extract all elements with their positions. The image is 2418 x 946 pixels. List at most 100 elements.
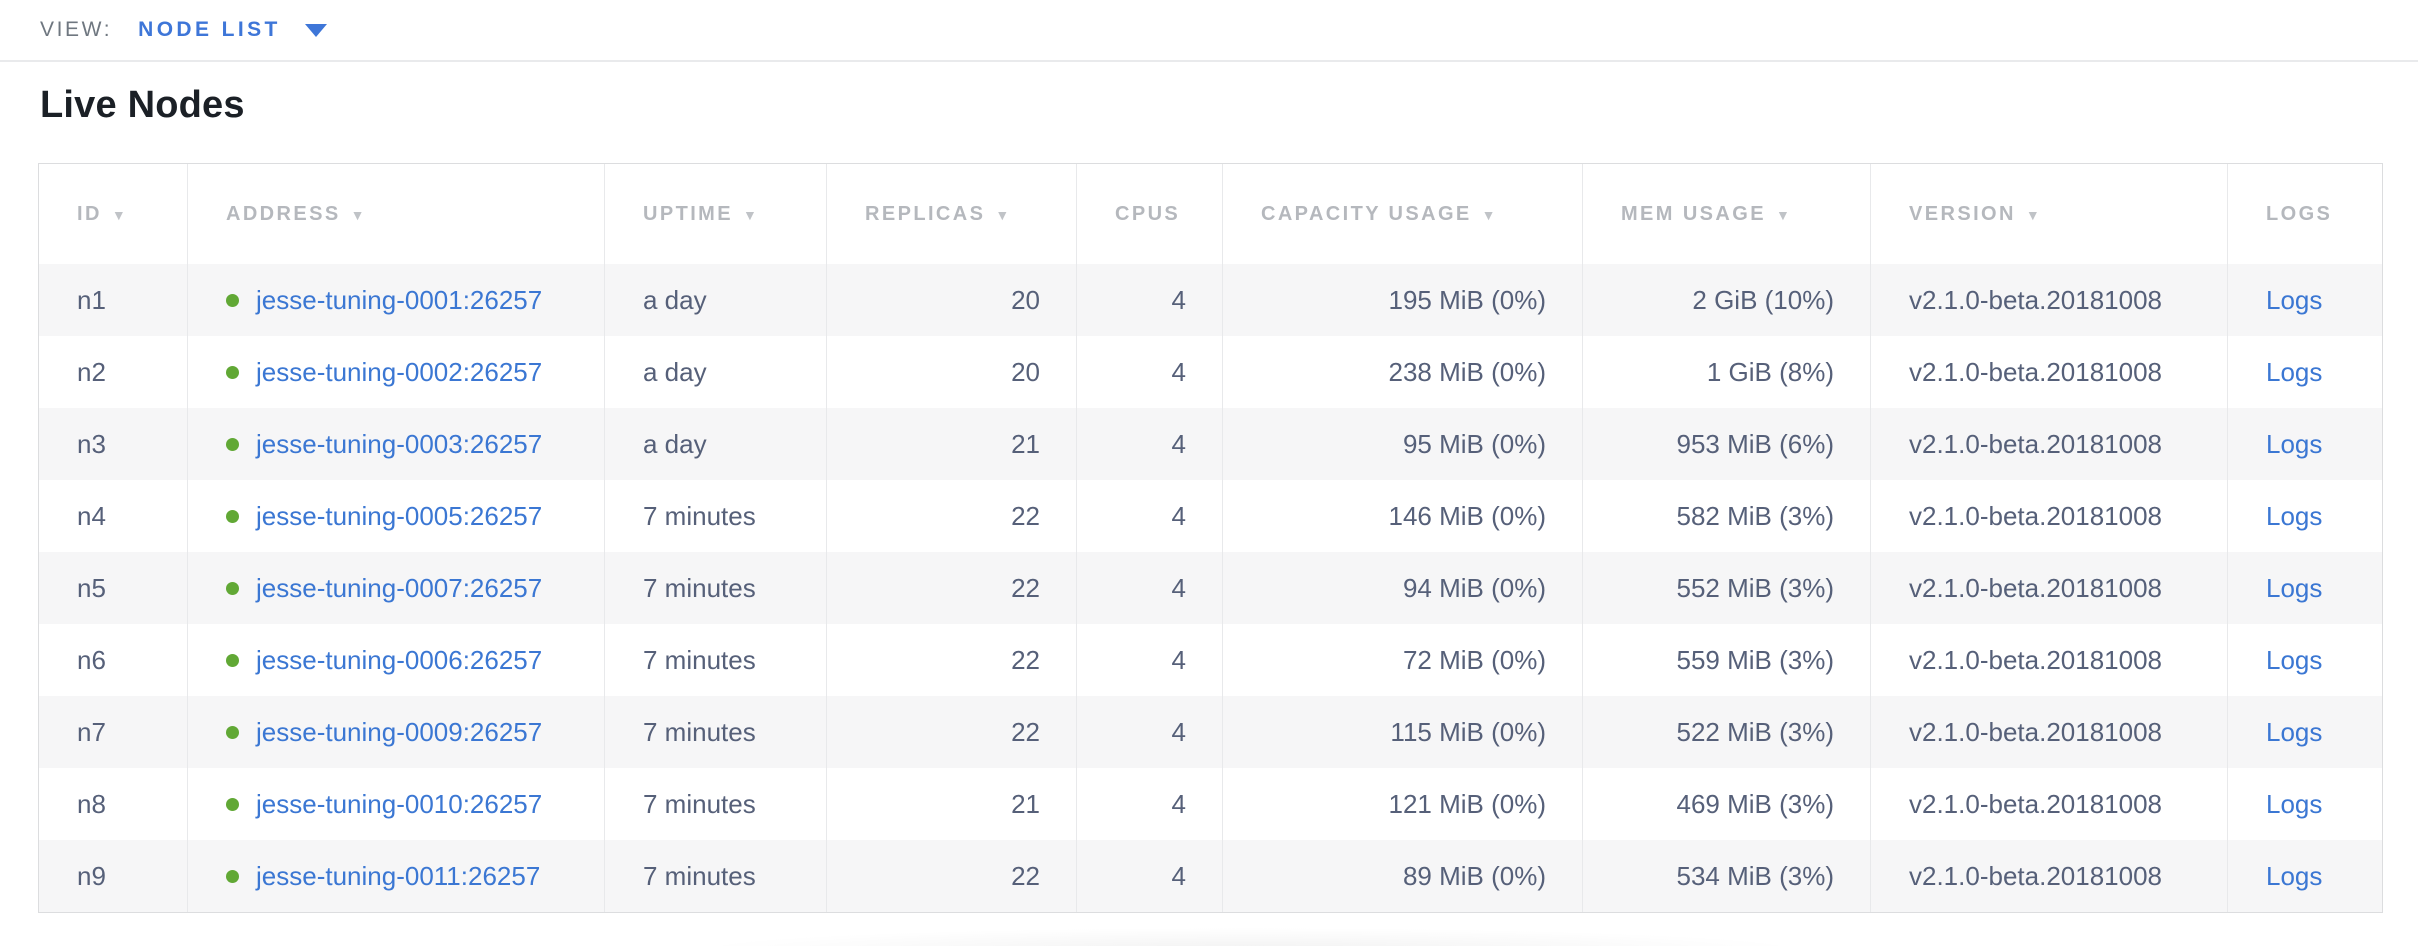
cell-capacity: 195 MiB (0%) — [1223, 264, 1583, 336]
node-address-link[interactable]: jesse-tuning-0001:26257 — [256, 284, 543, 315]
cell-id: n5 — [39, 552, 188, 624]
cell-id: n3 — [39, 408, 188, 480]
cell-version: v2.1.0-beta.20181008 — [1871, 624, 2228, 696]
cell-replicas: 22 — [827, 552, 1077, 624]
cell-mem: 582 MiB (3%) — [1583, 480, 1871, 552]
cell-replicas: 22 — [827, 480, 1077, 552]
table-row: n3 jesse-tuning-0003:26257 a day 21 4 95 MiB … — [39, 408, 2382, 480]
node-logs-link[interactable]: Logs — [2266, 644, 2323, 675]
cell-capacity: 146 MiB (0%) — [1223, 480, 1583, 552]
live-status-dot — [226, 509, 239, 523]
node-logs-link[interactable]: Logs — [2266, 788, 2323, 819]
cell-uptime: 7 minutes — [605, 552, 827, 624]
column-header-address[interactable]: ADDRESS ▼ — [188, 164, 605, 264]
cell-replicas: 20 — [827, 264, 1077, 336]
cell-logs: Logs — [2228, 408, 2382, 480]
node-logs-link[interactable]: Logs — [2266, 428, 2323, 459]
table-row: n6 jesse-tuning-0006:26257 7 minutes 22 4 72 … — [39, 624, 2382, 696]
column-header-label: MEM USAGE — [1621, 202, 1766, 225]
cell-uptime: 7 minutes — [605, 840, 827, 912]
live-status-dot — [226, 293, 239, 307]
live-status-dot — [226, 581, 239, 595]
node-address-link[interactable]: jesse-tuning-0002:26257 — [256, 356, 543, 387]
node-logs-link[interactable]: Logs — [2266, 284, 2323, 315]
node-address-link[interactable]: jesse-tuning-0007:26257 — [256, 572, 543, 603]
live-status-dot — [226, 797, 239, 811]
cell-mem: 469 MiB (3%) — [1583, 768, 1871, 840]
column-header-label: ADDRESS — [226, 202, 341, 225]
column-header-cpus: CPUS — [1077, 164, 1223, 264]
view-dropdown[interactable]: NODE LIST — [138, 18, 327, 42]
cell-logs: Logs — [2228, 624, 2382, 696]
cell-mem: 1 GiB (8%) — [1583, 336, 1871, 408]
cell-cpus: 4 — [1077, 768, 1223, 840]
sort-desc-icon: ▼ — [742, 207, 760, 223]
cell-capacity: 94 MiB (0%) — [1223, 552, 1583, 624]
cell-uptime: a day — [605, 264, 827, 336]
cell-uptime: a day — [605, 408, 827, 480]
column-header-capacity-usage[interactable]: CAPACITY USAGE ▼ — [1223, 164, 1583, 264]
chevron-down-icon — [304, 23, 327, 37]
node-logs-link[interactable]: Logs — [2266, 572, 2323, 603]
below-fold-shadow — [520, 926, 1980, 946]
node-logs-link[interactable]: Logs — [2266, 860, 2323, 891]
cell-logs: Logs — [2228, 336, 2382, 408]
cell-mem: 534 MiB (3%) — [1583, 840, 1871, 912]
cell-id: n4 — [39, 480, 188, 552]
column-header-label: VERSION — [1909, 202, 2016, 225]
table-row: n4 jesse-tuning-0005:26257 7 minutes 22 4 146… — [39, 480, 2382, 552]
cell-address: jesse-tuning-0010:26257 — [188, 768, 605, 840]
cell-mem: 552 MiB (3%) — [1583, 552, 1871, 624]
column-header-uptime[interactable]: UPTIME ▼ — [605, 164, 827, 264]
column-header-id[interactable]: ID ▼ — [39, 164, 188, 264]
cell-cpus: 4 — [1077, 840, 1223, 912]
node-logs-link[interactable]: Logs — [2266, 716, 2323, 747]
node-address-link[interactable]: jesse-tuning-0011:26257 — [256, 860, 541, 891]
live-status-dot — [226, 365, 239, 379]
sort-desc-icon: ▼ — [350, 207, 367, 223]
node-address-link[interactable]: jesse-tuning-0009:26257 — [256, 716, 543, 747]
cell-version: v2.1.0-beta.20181008 — [1871, 480, 2228, 552]
node-address-link[interactable]: jesse-tuning-0005:26257 — [256, 500, 543, 531]
sort-desc-icon: ▼ — [995, 207, 1012, 223]
cell-mem: 559 MiB (3%) — [1583, 624, 1871, 696]
cell-logs: Logs — [2228, 264, 2382, 336]
cell-logs: Logs — [2228, 768, 2382, 840]
cell-version: v2.1.0-beta.20181008 — [1871, 840, 2228, 912]
node-logs-link[interactable]: Logs — [2266, 356, 2323, 387]
sort-desc-icon: ▼ — [1775, 207, 1793, 223]
cell-version: v2.1.0-beta.20181008 — [1871, 552, 2228, 624]
table-body: n1 jesse-tuning-0001:26257 a day 20 4 195 MiB… — [39, 264, 2382, 912]
cell-address: jesse-tuning-0005:26257 — [188, 480, 605, 552]
column-header-replicas[interactable]: REPLICAS ▼ — [827, 164, 1077, 264]
column-header-version[interactable]: VERSION ▼ — [1871, 164, 2228, 264]
cell-version: v2.1.0-beta.20181008 — [1871, 696, 2228, 768]
table-row: n7 jesse-tuning-0009:26257 7 minutes 22 4 115… — [39, 696, 2382, 768]
column-header-label: LOGS — [2266, 202, 2333, 225]
node-address-link[interactable]: jesse-tuning-0010:26257 — [256, 788, 543, 819]
live-status-dot — [226, 725, 239, 739]
cell-mem: 522 MiB (3%) — [1583, 696, 1871, 768]
view-bar: VIEW: NODE LIST — [0, 0, 2418, 62]
cell-version: v2.1.0-beta.20181008 — [1871, 408, 2228, 480]
table-header-row: ID ▼ ADDRESS ▼ UPTIME ▼ REPLICAS ▼ CPUS … — [39, 164, 2382, 264]
cell-replicas: 21 — [827, 768, 1077, 840]
cell-capacity: 115 MiB (0%) — [1223, 696, 1583, 768]
cell-address: jesse-tuning-0009:26257 — [188, 696, 605, 768]
node-address-link[interactable]: jesse-tuning-0003:26257 — [256, 428, 543, 459]
view-dropdown-value[interactable]: NODE LIST — [138, 18, 281, 41]
column-header-label: CPUS — [1115, 202, 1181, 225]
live-status-dot — [226, 437, 239, 451]
node-logs-link[interactable]: Logs — [2266, 500, 2323, 531]
node-address-link[interactable]: jesse-tuning-0006:26257 — [256, 644, 543, 675]
column-header-label: CAPACITY USAGE — [1261, 202, 1472, 225]
cell-id: n6 — [39, 624, 188, 696]
cell-uptime: 7 minutes — [605, 480, 827, 552]
table-row: n8 jesse-tuning-0010:26257 7 minutes 21 4 121… — [39, 768, 2382, 840]
cell-address: jesse-tuning-0007:26257 — [188, 552, 605, 624]
live-status-dot — [226, 869, 239, 883]
cell-cpus: 4 — [1077, 696, 1223, 768]
table-row: n2 jesse-tuning-0002:26257 a day 20 4 238 MiB… — [39, 336, 2382, 408]
cell-logs: Logs — [2228, 696, 2382, 768]
column-header-mem-usage[interactable]: MEM USAGE ▼ — [1583, 164, 1871, 264]
